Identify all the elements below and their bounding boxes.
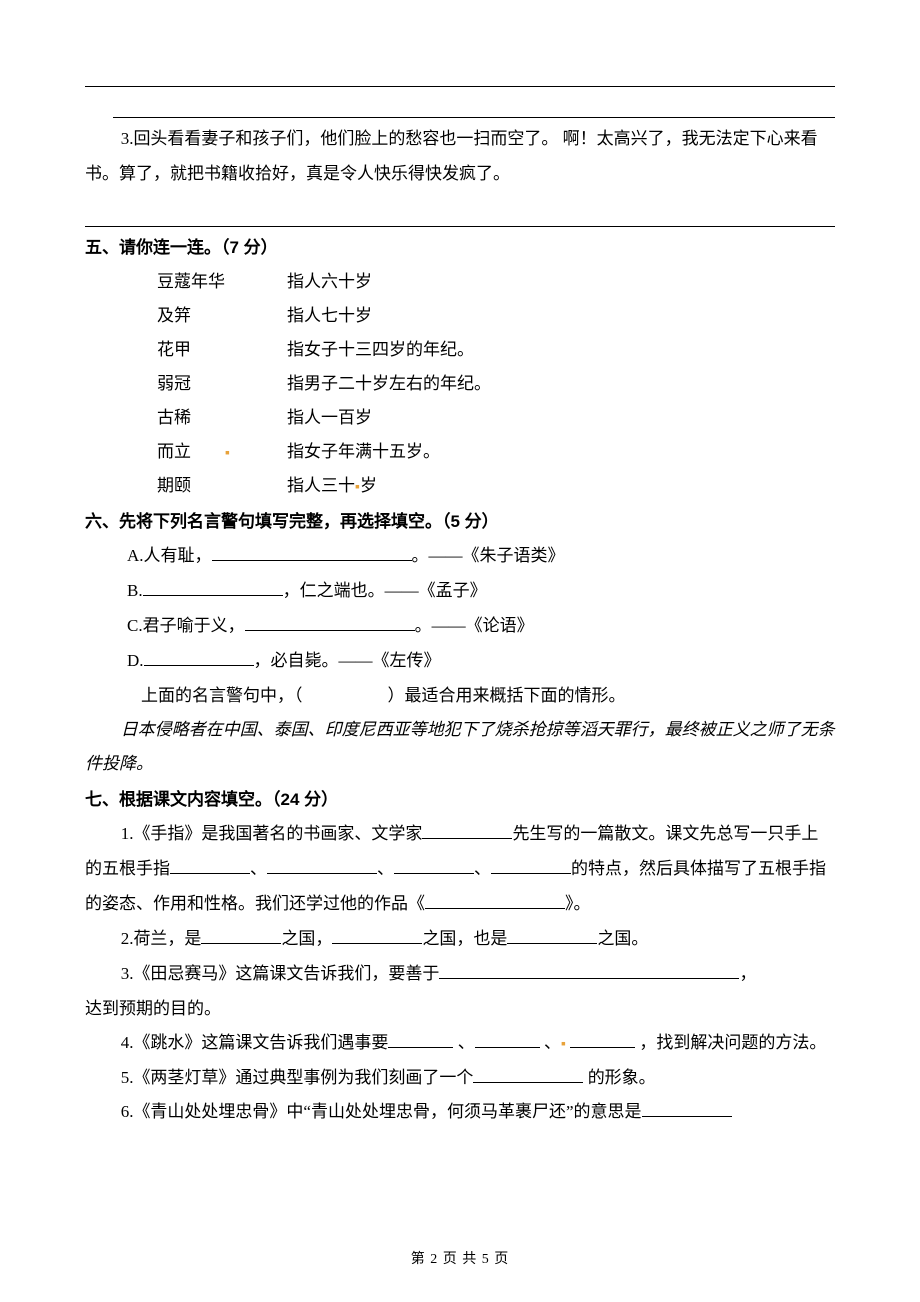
- question-3-text: 3.回头看看妻子和孩子们，他们脸上的愁容也一扫而空了。 啊！太高兴了，我无法定下…: [85, 122, 835, 192]
- match-row: 而立 ▪ 指女子年满十五岁。: [85, 435, 835, 469]
- match-row: 期颐 指人三十▪岁: [85, 469, 835, 503]
- dot-icon: ▪: [561, 1037, 566, 1052]
- fill-blank[interactable]: [245, 613, 415, 631]
- match-row: 及笄 指人七十岁: [85, 299, 835, 333]
- s7-q5: 5.《两茎灯草》通过典型事例为我们刻画了一个 的形象。: [85, 1061, 835, 1096]
- fill-blank[interactable]: [422, 822, 512, 840]
- s7-q2: 2.荷兰，是之国，之国，也是之国。: [85, 922, 835, 957]
- s7-q3: 3.《田忌赛马》这篇课文告诉我们，要善于，: [85, 957, 835, 992]
- match-right: 指女子十三四岁的年纪。: [287, 333, 835, 367]
- fill-blank[interactable]: [507, 926, 597, 944]
- page-footer: 第 2 页 共 5 页: [0, 1246, 920, 1274]
- fill-blank[interactable]: [170, 856, 250, 874]
- answer-blank-line: [85, 200, 835, 227]
- quote-item-a: A.人有耻，。——《朱子语类》: [85, 539, 835, 574]
- match-right: 指男子二十岁左右的年纪。: [287, 367, 835, 401]
- quote-item-c: C.君子喻于义，。——《论语》: [85, 609, 835, 644]
- match-row: 弱冠 指男子二十岁左右的年纪。: [85, 367, 835, 401]
- match-left: 而立 ▪: [157, 435, 287, 469]
- match-row: 豆蔻年华 指人六十岁: [85, 265, 835, 299]
- s7-q6: 6.《青山处处埋忠骨》中“青山处处埋忠骨，何须马革裹尸还”的意思是: [85, 1095, 835, 1130]
- s7-q3b: 达到预期的目的。: [85, 992, 835, 1026]
- fill-blank[interactable]: [394, 856, 474, 874]
- match-right: 指人七十岁: [287, 299, 835, 333]
- section-6-title: 六、先将下列名言警句填写完整，再选择填空。（5 分）: [85, 505, 835, 539]
- quote-context: 日本侵略者在中国、泰国、印度尼西亚等地犯下了烧杀抢掠等滔天罪行，最终被正义之师了…: [85, 713, 835, 781]
- section-7-title: 七、根据课文内容填空。（24 分）: [85, 783, 835, 817]
- fill-blank[interactable]: [332, 926, 422, 944]
- match-right: 指人六十岁: [287, 265, 835, 299]
- fill-blank[interactable]: [642, 1100, 732, 1118]
- fill-blank[interactable]: [143, 578, 283, 596]
- fill-blank[interactable]: [475, 1030, 540, 1048]
- fill-blank[interactable]: [388, 1030, 453, 1048]
- fill-blank[interactable]: [570, 1030, 635, 1048]
- match-right: 指女子年满十五岁。: [287, 435, 835, 469]
- fill-blank[interactable]: [491, 856, 571, 874]
- matching-block: 豆蔻年华 指人六十岁 及笄 指人七十岁 花甲 指女子十三四岁的年纪。 弱冠 指男…: [85, 265, 835, 503]
- quote-item-d: D.，必自毙。——《左传》: [85, 644, 835, 679]
- fill-blank[interactable]: [473, 1065, 583, 1083]
- fill-blank[interactable]: [267, 856, 377, 874]
- fill-blank[interactable]: [144, 648, 254, 666]
- dot-icon: ▪: [225, 446, 230, 461]
- match-left: 豆蔻年华: [157, 265, 287, 299]
- match-right: 指人三十▪岁: [287, 469, 835, 503]
- match-right: 指人一百岁: [287, 401, 835, 435]
- match-left: 古稀: [157, 401, 287, 435]
- exam-page: 3.回头看看妻子和孩子们，他们脸上的愁容也一扫而空了。 啊！太高兴了，我无法定下…: [0, 0, 920, 1302]
- fill-blank[interactable]: [201, 926, 281, 944]
- answer-blank-line: [85, 60, 835, 87]
- match-left: 期颐: [157, 469, 287, 503]
- match-left: 花甲: [157, 333, 287, 367]
- match-row: 古稀 指人一百岁: [85, 401, 835, 435]
- s7-q4: 4.《跳水》这篇课文告诉我们遇事要 、 、▪ ，找到解决问题的方法。: [85, 1026, 835, 1061]
- match-left: 及笄: [157, 299, 287, 333]
- fill-blank[interactable]: [439, 961, 739, 979]
- s7-q1: 1.《手指》是我国著名的书画家、文学家先生写的一篇散文。课文先总写一只手上的五根…: [85, 817, 835, 922]
- answer-blank-line: [113, 91, 835, 118]
- match-left: 弱冠: [157, 367, 287, 401]
- fill-blank[interactable]: [212, 543, 412, 561]
- section-5-title: 五、请你连一连。（7 分）: [85, 231, 835, 265]
- match-row: 花甲 指女子十三四岁的年纪。: [85, 333, 835, 367]
- fill-blank[interactable]: [425, 891, 565, 909]
- quote-prompt: 上面的名言警句中，（ ）最适合用来概括下面的情形。: [85, 679, 835, 714]
- quote-item-b: B.，仁之端也。——《孟子》: [85, 574, 835, 609]
